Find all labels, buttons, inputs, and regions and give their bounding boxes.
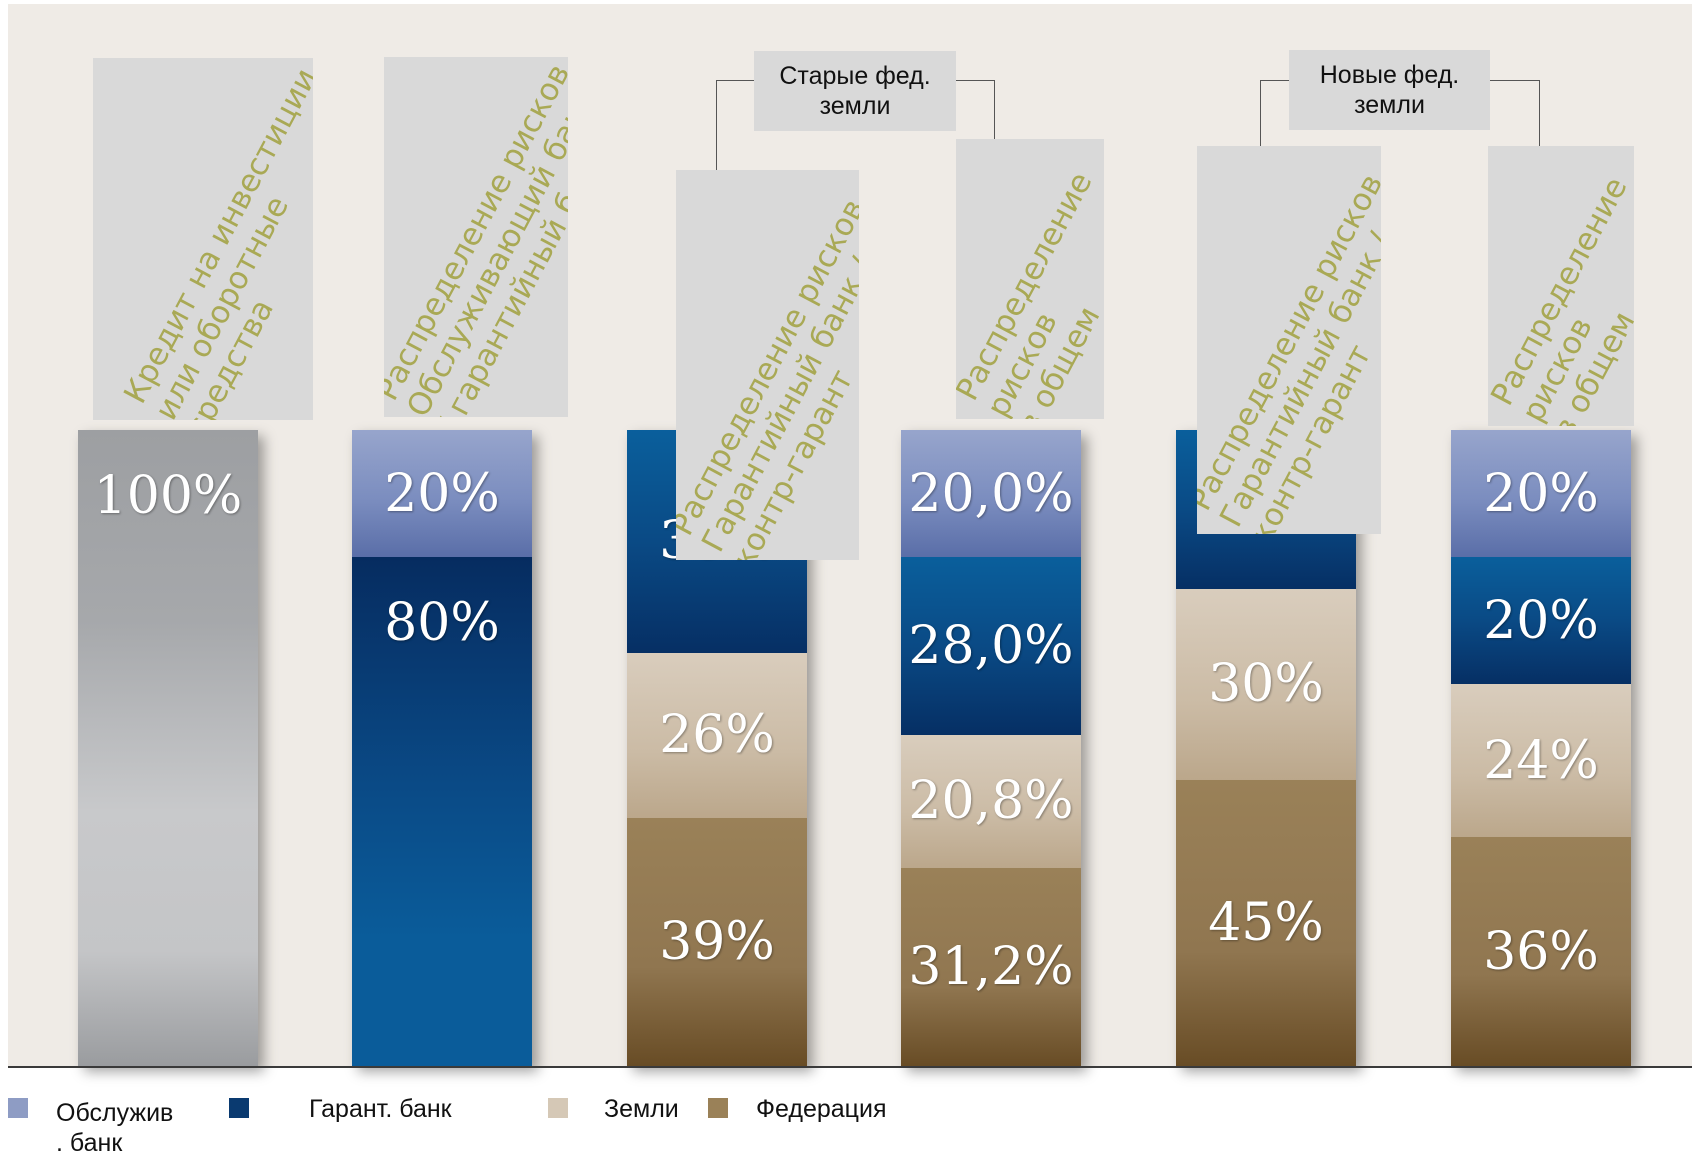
legend-item: Федерация bbox=[708, 1094, 886, 1124]
legend-label: Федерация bbox=[756, 1095, 887, 1123]
bar-3: 39%26%35% bbox=[627, 430, 807, 1066]
data-label: 20,0% bbox=[908, 463, 1074, 524]
data-label: 36% bbox=[1483, 921, 1599, 982]
category-label: Кредит на инвестиции или оборотные средс… bbox=[117, 62, 313, 420]
group-label: Старые фед. земли bbox=[754, 51, 956, 131]
data-label: 80% bbox=[384, 593, 500, 654]
legend-swatch bbox=[708, 1098, 728, 1118]
bar-segment: 20% bbox=[1451, 557, 1631, 685]
legend-label: Гарант. банк bbox=[309, 1095, 452, 1123]
category-label: Распределение рисков в общем bbox=[1488, 171, 1634, 426]
x-axis-baseline bbox=[8, 1066, 1692, 1068]
legend-swatch bbox=[8, 1098, 28, 1118]
category-header-4: Распределение рисков в общем bbox=[956, 139, 1104, 419]
bar-6: 36% 24% 20% 20% bbox=[1451, 430, 1631, 1066]
category-header-3: Распределение рисков Гарантийный банк / … bbox=[676, 170, 859, 560]
data-label: 39% bbox=[659, 911, 775, 972]
data-label: 45% bbox=[1208, 892, 1324, 953]
data-label: 20% bbox=[384, 463, 500, 524]
bar-segment-total: 100% bbox=[78, 430, 258, 1066]
data-label: 26% bbox=[659, 705, 775, 766]
legend-item: Земли bbox=[548, 1094, 679, 1124]
data-label: 20% bbox=[1483, 590, 1599, 651]
bar-segment: 20,8% bbox=[901, 735, 1081, 868]
bar-segment: 20% bbox=[1451, 430, 1631, 558]
legend-swatch bbox=[229, 1098, 249, 1118]
group-bracket-right bbox=[1539, 80, 1540, 146]
data-label: 24% bbox=[1483, 730, 1599, 791]
group-label: Новые фед. земли bbox=[1289, 50, 1490, 130]
data-label: 28,0% bbox=[908, 616, 1074, 677]
data-label: 20,8% bbox=[908, 771, 1074, 832]
data-label: 20% bbox=[1483, 463, 1599, 524]
bar-segment: 20% bbox=[352, 430, 532, 558]
group-bracket-right bbox=[994, 80, 995, 139]
group-bracket-left bbox=[716, 80, 717, 170]
legend-swatch bbox=[548, 1098, 568, 1118]
category-header-6: Распределение рисков в общем bbox=[1488, 146, 1634, 426]
bar-4: 31,2% 20,8% 28,0% 20,0% bbox=[901, 430, 1081, 1066]
bar-5: 45%30%25% bbox=[1176, 430, 1356, 1066]
group-bracket-left bbox=[1260, 80, 1261, 146]
data-label: 30% bbox=[1208, 654, 1324, 715]
bar-segment: 20,0% bbox=[901, 430, 1081, 558]
legend-item: Гарант. банк bbox=[229, 1094, 452, 1124]
category-header-5: Распределение рисков Гарантийный банк / … bbox=[1197, 146, 1381, 534]
legend-label: Земли bbox=[604, 1095, 679, 1123]
bar-segment: 28,0% bbox=[901, 557, 1081, 736]
category-header-1: Кредит на инвестиции или оборотные средс… bbox=[93, 58, 313, 420]
bar-segment: 45% bbox=[1176, 779, 1356, 1066]
bar-segment: 26% bbox=[627, 652, 807, 818]
bar-segment: 80% bbox=[352, 557, 532, 1066]
legend-item: Обслужив . банк bbox=[8, 1094, 173, 1158]
bar-segment: 36% bbox=[1451, 837, 1631, 1066]
bar-segment: 31,2% bbox=[901, 867, 1081, 1066]
category-label: Распределение рисков Гарантийный банк / … bbox=[1197, 168, 1381, 534]
category-header-2: Распределение рисков Обслуживающий банк … bbox=[384, 57, 568, 417]
bar-segment: 24% bbox=[1451, 684, 1631, 838]
legend-label: Обслужив . банк bbox=[56, 1099, 174, 1157]
category-label: Распределение рисков в общем bbox=[956, 166, 1104, 419]
data-label: 100% bbox=[93, 466, 243, 526]
category-label: Распределение рисков Гарантийный банк / … bbox=[676, 193, 859, 560]
bar-segment: 30% bbox=[1176, 589, 1356, 780]
data-label: 31,2% bbox=[908, 936, 1074, 997]
category-label: Распределение рисков Обслуживающий банк … bbox=[384, 58, 568, 417]
bar-segment: 39% bbox=[627, 817, 807, 1066]
bar-2: 80% 20% bbox=[352, 430, 532, 1066]
bar-1: 100% bbox=[78, 430, 258, 1066]
